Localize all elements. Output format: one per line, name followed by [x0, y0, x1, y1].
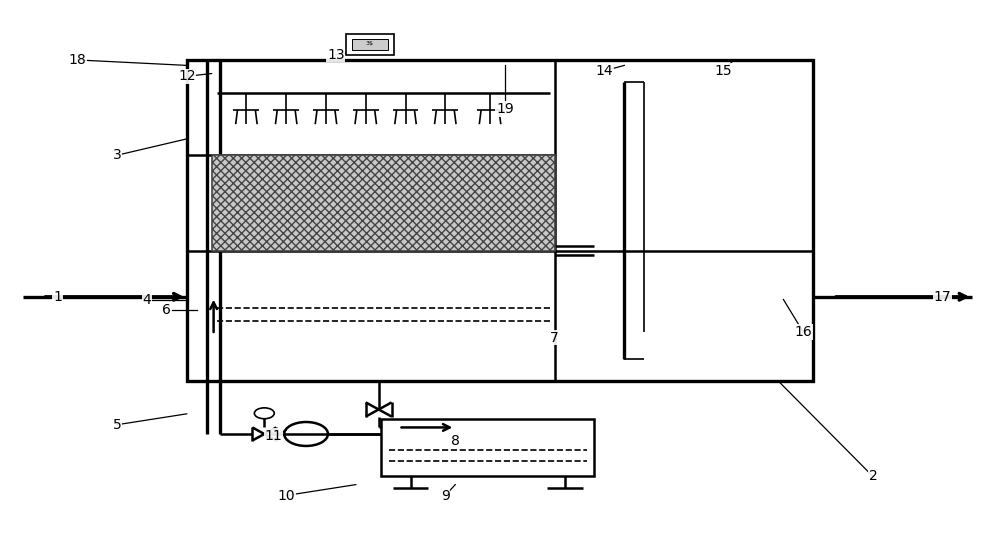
Bar [381, 419, 594, 476]
Text: 11: 11 [264, 428, 282, 443]
Text: 13: 13 [327, 47, 345, 62]
Text: 15: 15 [715, 64, 733, 78]
Text: 14: 14 [596, 64, 613, 78]
Text: 19: 19 [496, 102, 514, 116]
Text: 10: 10 [277, 488, 295, 503]
Bar [346, 34, 394, 54]
Text: 4: 4 [143, 293, 151, 306]
Text: 16: 16 [794, 325, 812, 339]
Text: 6: 6 [162, 304, 171, 317]
Text: 5: 5 [113, 417, 122, 432]
Text: 12: 12 [178, 69, 196, 83]
Text: 18: 18 [68, 53, 86, 67]
Bar [352, 39, 388, 50]
Text: 8: 8 [451, 434, 460, 448]
Text: 2: 2 [869, 470, 877, 483]
Bar [212, 155, 555, 250]
Text: 7: 7 [550, 331, 559, 345]
Text: 17: 17 [934, 290, 951, 304]
Bar [187, 60, 813, 381]
Text: 9: 9 [441, 488, 450, 503]
Text: 3$: 3$ [366, 41, 374, 46]
Text: 3: 3 [113, 148, 122, 162]
Text: 1: 1 [53, 290, 62, 304]
